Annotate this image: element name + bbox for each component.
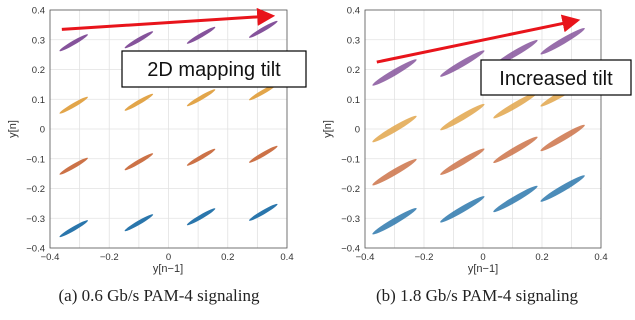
- x-axis-label: y[n−1]: [153, 263, 183, 275]
- data-cluster-level-1: [440, 196, 485, 223]
- data-cluster-level-3: [59, 96, 88, 114]
- data-cluster-level-4: [59, 34, 88, 52]
- data-cluster-level-3: [124, 93, 154, 111]
- y-tick-label: 0.3: [32, 35, 45, 46]
- y-tick-label: −0.4: [26, 244, 45, 255]
- chart-panel-b: −0.4 −0.2 0 0.2 0.4 0.4 0.3 0.2 0.1 0 −0.1 −0.2 −0.3…: [322, 6, 632, 275]
- y-tick-label: 0.4: [32, 6, 45, 17]
- y-tick-label: −0.1: [26, 154, 45, 165]
- data-cluster-level-2: [493, 136, 538, 164]
- data-cluster-level-1: [124, 214, 154, 232]
- annotation-box: [480, 59, 632, 96]
- x-tick-label: −0.2: [415, 252, 434, 263]
- y-tick-label: −0.2: [26, 184, 45, 195]
- plot-frame: [364, 9, 602, 249]
- y-tick-label: 0.4: [347, 6, 360, 17]
- annotation-text: 2D mapping tilt: [147, 59, 281, 81]
- annotation-box: [121, 50, 307, 88]
- tick-labels: −0.4 −0.2 0 0.2 0.4 0.4 0.3 0.2 0.1 0 −0.1 −0.2 −0.3…: [341, 6, 607, 264]
- annotation-text: Increased tilt: [499, 68, 613, 90]
- x-axis-label: y[n−1]: [468, 263, 498, 275]
- y-tick-label: 0.3: [347, 35, 360, 46]
- y-tick-label: −0.2: [341, 184, 360, 195]
- data-cluster-level-2: [186, 148, 216, 166]
- y-axis-label: y[n]: [7, 120, 19, 138]
- tilt-arrow: [376, 14, 581, 64]
- data-cluster-level-4: [372, 59, 417, 86]
- data-cluster-level-1: [493, 185, 538, 213]
- plot-frame: [49, 9, 288, 249]
- data-cluster-level-4: [124, 31, 154, 49]
- data-cluster-level-2: [540, 124, 585, 152]
- x-tick-label: −0.4: [41, 252, 60, 263]
- data-cluster-level-2: [440, 148, 485, 175]
- data-cluster-level-1: [249, 203, 278, 221]
- x-tick-label: 0.4: [280, 252, 293, 263]
- x-tick-label: 0.2: [221, 252, 234, 263]
- x-tick-label: −0.4: [356, 252, 375, 263]
- data-cluster-level-1: [59, 220, 88, 238]
- x-tick-label: −0.2: [100, 252, 119, 263]
- chart-panel-a: −0.4 −0.2 0 0.2 0.4 0.4 0.3 0.2 0.1 0 −0.1 −0.2 −0.3…: [7, 6, 307, 275]
- tilt-arrow: [61, 7, 276, 31]
- data-cluster-level-1: [540, 175, 585, 202]
- data-cluster-level-3: [440, 103, 485, 131]
- x-tick-label: 0: [166, 252, 171, 263]
- x-tick-label: 0.2: [535, 252, 548, 263]
- caption-a: (a) 0.6 Gb/s PAM-4 signaling: [58, 286, 260, 305]
- y-tick-label: −0.3: [341, 214, 360, 225]
- data-cluster-level-3: [493, 92, 538, 119]
- y-tick-label: −0.4: [341, 244, 360, 255]
- data-cluster-level-1: [372, 208, 417, 235]
- data-cluster-level-2: [124, 153, 154, 171]
- y-tick-label: 0.2: [32, 65, 45, 76]
- y-tick-label: 0: [355, 125, 360, 136]
- data-cluster-level-2: [59, 157, 88, 175]
- scatter-clusters: [372, 28, 585, 235]
- y-tick-label: 0.1: [32, 95, 45, 106]
- y-tick-label: 0.1: [347, 95, 360, 106]
- caption-b: (b) 1.8 Gb/s PAM-4 signaling: [376, 286, 578, 305]
- y-tick-label: 0: [40, 125, 45, 136]
- y-tick-label: −0.1: [341, 154, 360, 165]
- data-cluster-level-2: [372, 158, 417, 186]
- data-cluster-level-1: [186, 208, 216, 226]
- data-cluster-level-2: [249, 145, 278, 163]
- tick-labels: −0.4 −0.2 0 0.2 0.4 0.4 0.3 0.2 0.1 0 −0.1 −0.2 −0.3…: [26, 6, 293, 264]
- data-cluster-level-3: [372, 115, 417, 143]
- data-cluster-level-4: [540, 28, 585, 55]
- y-tick-label: −0.3: [26, 214, 45, 225]
- data-cluster-level-4: [186, 26, 216, 44]
- y-axis-label: y[n]: [322, 120, 334, 138]
- x-tick-label: 0.4: [594, 252, 607, 263]
- x-tick-label: 0: [480, 252, 485, 263]
- data-cluster-level-3: [186, 89, 216, 107]
- y-tick-label: 0.2: [347, 65, 360, 76]
- data-cluster-level-4: [440, 50, 485, 77]
